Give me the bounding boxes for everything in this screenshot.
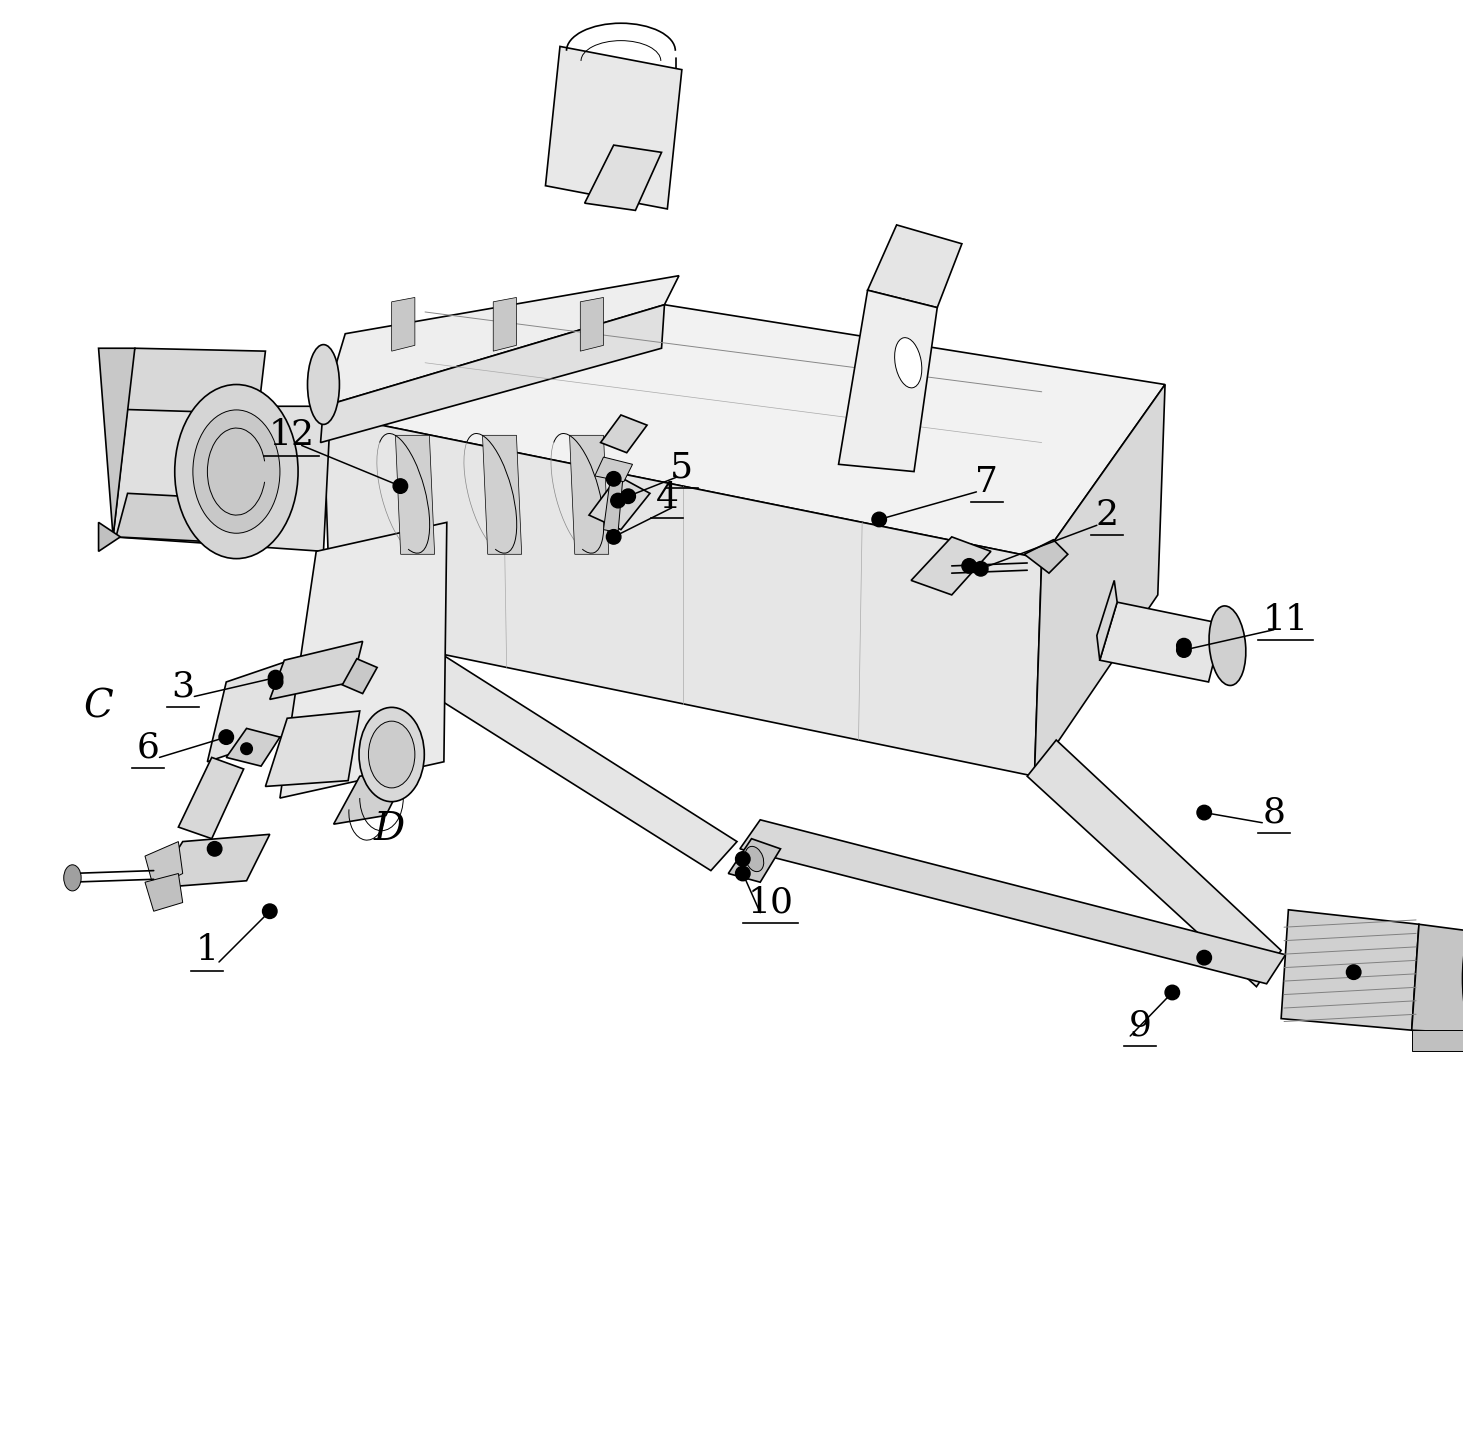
Polygon shape <box>728 839 781 882</box>
Circle shape <box>606 530 621 544</box>
Circle shape <box>736 852 750 866</box>
Polygon shape <box>1035 385 1164 776</box>
Polygon shape <box>392 297 414 351</box>
Ellipse shape <box>193 409 280 534</box>
Circle shape <box>606 472 621 486</box>
Ellipse shape <box>360 708 425 802</box>
Text: 2: 2 <box>1095 498 1119 533</box>
Text: D: D <box>373 811 404 849</box>
Circle shape <box>1346 965 1361 979</box>
Ellipse shape <box>1209 607 1246 685</box>
Polygon shape <box>1412 924 1474 1033</box>
Polygon shape <box>395 435 435 554</box>
Circle shape <box>963 559 976 573</box>
Polygon shape <box>585 145 662 210</box>
Text: 8: 8 <box>1262 795 1285 830</box>
Text: 7: 7 <box>976 464 998 499</box>
Ellipse shape <box>63 865 81 891</box>
Polygon shape <box>868 225 963 308</box>
Ellipse shape <box>308 345 339 424</box>
Polygon shape <box>600 415 647 453</box>
Polygon shape <box>839 290 937 472</box>
Ellipse shape <box>175 385 298 559</box>
Text: 11: 11 <box>1262 602 1309 637</box>
Polygon shape <box>595 457 632 482</box>
Polygon shape <box>99 348 134 537</box>
Polygon shape <box>265 711 360 786</box>
Polygon shape <box>270 641 363 699</box>
Polygon shape <box>569 435 609 554</box>
Polygon shape <box>1027 740 1281 987</box>
Ellipse shape <box>368 721 414 788</box>
Polygon shape <box>1100 602 1223 682</box>
Circle shape <box>240 743 252 755</box>
Polygon shape <box>113 406 330 551</box>
Circle shape <box>394 479 408 493</box>
Polygon shape <box>1412 1030 1474 1051</box>
Polygon shape <box>342 659 377 694</box>
Polygon shape <box>482 435 522 554</box>
Polygon shape <box>330 602 737 871</box>
Polygon shape <box>320 305 665 443</box>
Polygon shape <box>116 348 265 414</box>
Polygon shape <box>494 297 516 351</box>
Polygon shape <box>280 522 447 798</box>
Circle shape <box>610 493 625 508</box>
Polygon shape <box>323 276 680 406</box>
Circle shape <box>1164 985 1179 1000</box>
Circle shape <box>1197 805 1212 820</box>
Circle shape <box>1197 950 1212 965</box>
Text: 3: 3 <box>171 669 195 704</box>
Polygon shape <box>911 537 991 595</box>
Ellipse shape <box>895 338 921 387</box>
Circle shape <box>268 675 283 689</box>
Circle shape <box>262 904 277 918</box>
Circle shape <box>220 730 233 744</box>
Polygon shape <box>1281 910 1419 1030</box>
Circle shape <box>268 670 283 685</box>
Polygon shape <box>323 305 1164 559</box>
Polygon shape <box>333 766 411 824</box>
Polygon shape <box>144 842 183 888</box>
Ellipse shape <box>744 846 764 872</box>
Circle shape <box>736 866 750 881</box>
Circle shape <box>621 489 635 503</box>
Polygon shape <box>323 414 1042 776</box>
Text: 9: 9 <box>1129 1008 1151 1043</box>
Ellipse shape <box>1462 930 1474 1027</box>
Circle shape <box>873 512 886 527</box>
Polygon shape <box>226 728 280 766</box>
Text: 6: 6 <box>137 730 159 765</box>
Polygon shape <box>178 757 243 839</box>
Polygon shape <box>740 820 1285 984</box>
Polygon shape <box>116 493 265 544</box>
Polygon shape <box>581 297 603 351</box>
Text: 10: 10 <box>747 885 793 920</box>
Circle shape <box>208 842 223 856</box>
Circle shape <box>1176 638 1191 653</box>
Text: C: C <box>84 688 113 726</box>
Polygon shape <box>144 874 183 911</box>
Text: 4: 4 <box>656 480 680 515</box>
Polygon shape <box>153 834 270 888</box>
Polygon shape <box>603 464 624 533</box>
Polygon shape <box>99 522 121 551</box>
Text: 12: 12 <box>268 418 314 453</box>
Text: 1: 1 <box>196 933 218 968</box>
Polygon shape <box>1024 540 1067 573</box>
Polygon shape <box>1097 580 1117 660</box>
Polygon shape <box>545 46 682 209</box>
Text: 5: 5 <box>671 450 693 485</box>
Polygon shape <box>590 476 650 530</box>
Polygon shape <box>208 617 417 762</box>
Circle shape <box>1176 643 1191 657</box>
Circle shape <box>973 562 988 576</box>
